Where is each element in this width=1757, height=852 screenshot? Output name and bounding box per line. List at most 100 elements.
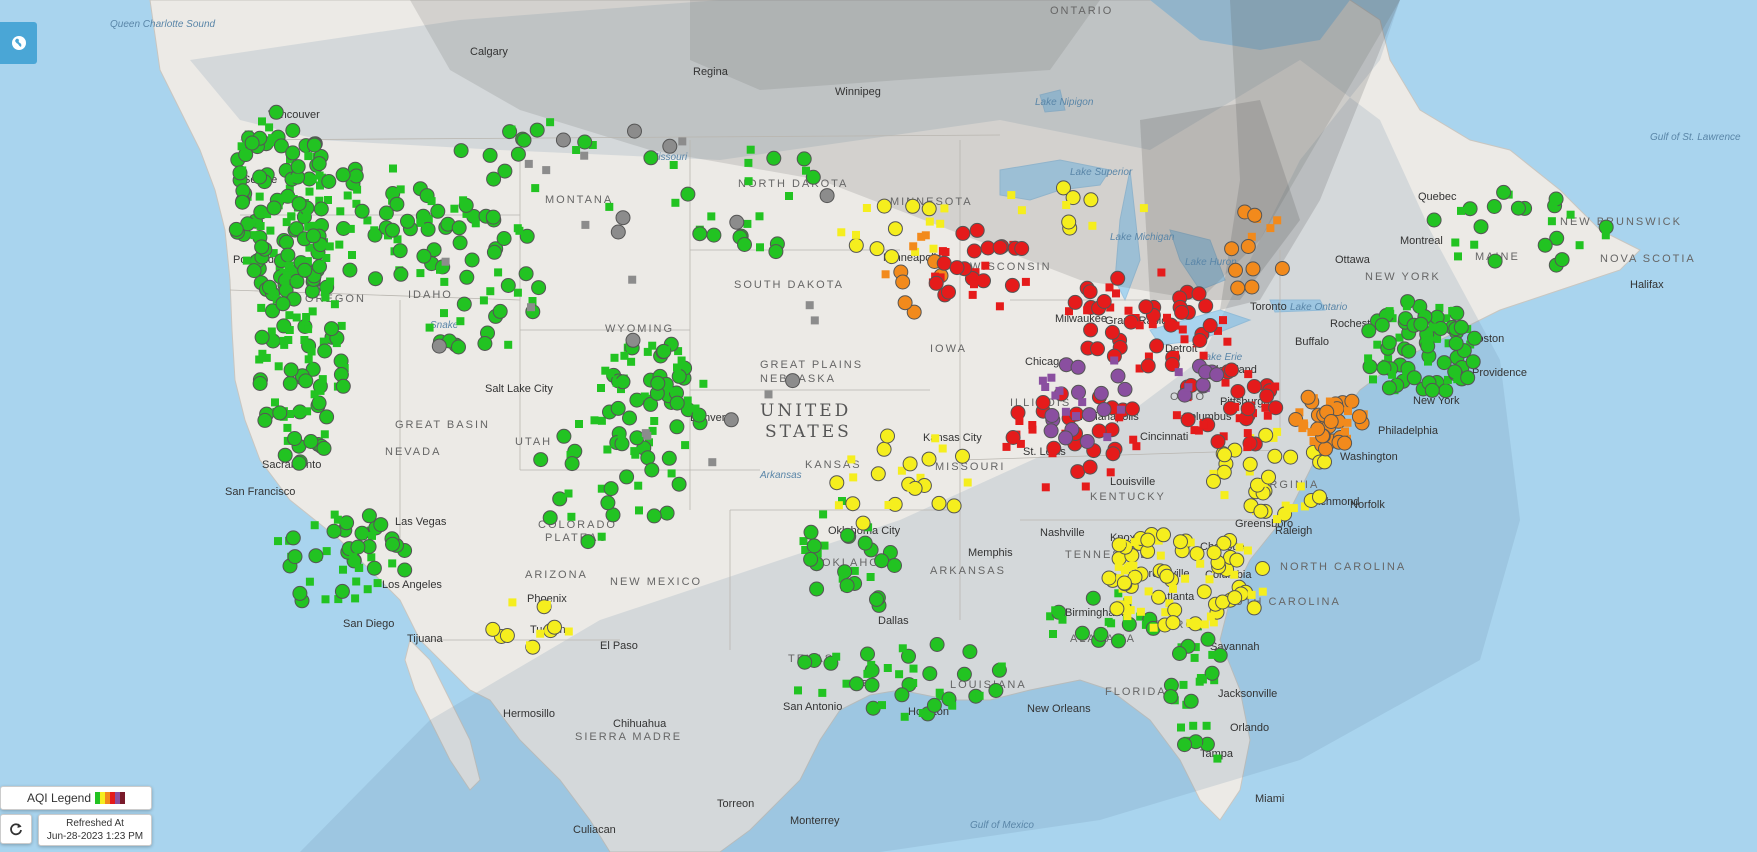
monitor-marker[interactable] (1004, 277, 1020, 293)
sensor-marker[interactable] (302, 313, 311, 321)
sensor-marker[interactable] (450, 204, 459, 213)
sensor-marker[interactable] (389, 164, 397, 173)
sensor-marker[interactable] (597, 532, 606, 541)
monitor-marker[interactable] (420, 221, 436, 237)
monitor-marker[interactable] (1549, 230, 1565, 246)
sensor-marker[interactable] (940, 204, 949, 213)
monitor-marker[interactable] (519, 228, 535, 244)
monitor-marker[interactable] (1537, 237, 1553, 253)
monitor-marker[interactable] (692, 226, 708, 242)
monitor-marker[interactable] (510, 146, 526, 162)
sensor-marker[interactable] (337, 321, 346, 330)
sensor-marker[interactable] (304, 152, 313, 161)
sensor-marker[interactable] (968, 290, 977, 299)
sensor-marker[interactable] (316, 386, 325, 395)
sensor-marker[interactable] (388, 559, 397, 568)
monitor-marker[interactable] (1082, 459, 1098, 475)
monitor-marker[interactable] (385, 536, 400, 552)
monitor-marker[interactable] (311, 395, 327, 411)
sensor-marker[interactable] (916, 473, 925, 482)
sensor-marker[interactable] (277, 194, 286, 203)
monitor-marker[interactable] (1438, 383, 1454, 399)
monitor-marker[interactable] (1151, 589, 1167, 605)
monitor-marker[interactable] (1255, 561, 1270, 576)
sensor-marker[interactable] (708, 458, 717, 467)
monitor-marker[interactable] (316, 440, 332, 456)
monitor-marker[interactable] (1104, 324, 1120, 340)
sensor-marker[interactable] (597, 484, 606, 493)
aqi-markers[interactable] (228, 104, 1614, 763)
sensor-marker[interactable] (1144, 352, 1153, 361)
sensor-marker[interactable] (526, 641, 534, 650)
sensor-marker[interactable] (1046, 612, 1055, 621)
monitor-marker[interactable] (400, 213, 415, 229)
sensor-marker[interactable] (673, 363, 681, 372)
monitor-marker[interactable] (1116, 575, 1132, 591)
monitor-marker[interactable] (1198, 298, 1214, 314)
monitor-marker[interactable] (1224, 241, 1240, 257)
sensor-marker[interactable] (1105, 283, 1114, 292)
sensor-marker[interactable] (572, 146, 581, 154)
monitor-marker[interactable] (946, 498, 962, 514)
sensor-marker[interactable] (897, 466, 906, 475)
sensor-marker[interactable] (536, 629, 545, 638)
sensor-marker[interactable] (1016, 439, 1025, 448)
monitor-marker[interactable] (277, 447, 293, 463)
sensor-marker[interactable] (255, 355, 264, 364)
sensor-marker[interactable] (285, 311, 294, 320)
monitor-marker[interactable] (552, 491, 568, 507)
monitor-marker[interactable] (1058, 430, 1074, 446)
sensor-marker[interactable] (1028, 421, 1037, 429)
sensor-marker[interactable] (336, 207, 345, 216)
monitor-marker[interactable] (1318, 441, 1333, 457)
monitor-marker[interactable] (1101, 570, 1117, 586)
monitor-marker[interactable] (289, 221, 304, 237)
sensor-marker[interactable] (909, 664, 918, 673)
sensor-marker[interactable] (667, 469, 676, 478)
sensor-marker[interactable] (1258, 587, 1267, 596)
sensor-marker[interactable] (1041, 383, 1050, 391)
basemap-button[interactable] (0, 22, 37, 64)
sensor-marker[interactable] (1388, 370, 1397, 379)
monitor-marker[interactable] (1486, 199, 1502, 214)
monitor-marker[interactable] (308, 548, 324, 564)
sensor-marker[interactable] (269, 249, 278, 258)
sensor-marker[interactable] (238, 166, 247, 175)
monitor-marker[interactable] (1195, 377, 1211, 393)
monitor-marker[interactable] (880, 428, 895, 444)
sensor-marker[interactable] (1189, 721, 1198, 730)
monitor-marker[interactable] (1035, 395, 1051, 410)
monitor-marker[interactable] (1093, 626, 1109, 642)
sensor-marker[interactable] (237, 142, 246, 151)
sensor-marker[interactable] (1149, 623, 1158, 632)
sensor-marker[interactable] (1223, 337, 1232, 346)
monitor-marker[interactable] (1085, 590, 1101, 606)
sensor-marker[interactable] (349, 553, 358, 562)
monitor-marker[interactable] (389, 196, 405, 212)
monitor-marker[interactable] (486, 171, 502, 187)
sensor-marker[interactable] (1243, 546, 1252, 555)
monitor-marker[interactable] (287, 549, 303, 565)
monitor-marker[interactable] (1206, 545, 1222, 561)
monitor-marker[interactable] (1229, 552, 1245, 568)
sensor-marker[interactable] (1269, 433, 1278, 442)
sensor-marker[interactable] (274, 362, 283, 371)
sensor-marker[interactable] (1451, 238, 1460, 247)
monitor-marker[interactable] (962, 644, 978, 660)
sensor-marker[interactable] (1214, 326, 1222, 335)
sensor-marker[interactable] (358, 531, 367, 539)
monitor-marker[interactable] (350, 539, 366, 555)
sensor-marker[interactable] (921, 231, 930, 240)
sensor-marker[interactable] (346, 224, 355, 233)
monitor-marker[interactable] (737, 237, 752, 252)
sensor-marker[interactable] (1139, 204, 1148, 213)
monitor-marker[interactable] (334, 583, 350, 599)
sensor-marker[interactable] (316, 181, 324, 190)
sensor-marker[interactable] (1132, 442, 1141, 451)
sensor-marker[interactable] (302, 211, 311, 220)
monitor-marker[interactable] (1230, 280, 1246, 296)
sensor-marker[interactable] (1114, 589, 1123, 598)
monitor-marker[interactable] (321, 174, 337, 189)
sensor-marker[interactable] (997, 662, 1006, 671)
monitor-marker[interactable] (1074, 625, 1090, 641)
